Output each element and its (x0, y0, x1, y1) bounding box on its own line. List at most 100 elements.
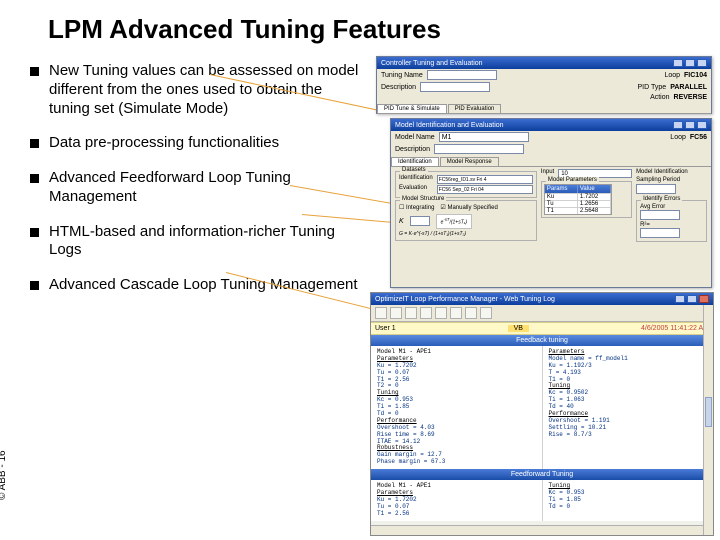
titlebar[interactable]: OptimizeIT Loop Performance Manager - We… (371, 293, 713, 305)
window-controller-tuning: Controller Tuning and Evaluation Tuning … (376, 56, 712, 114)
bullet-text: New Tuning values can be assessed on mod… (49, 62, 360, 118)
log-body-left: Model M1 - APE1 Parameters Ku = 1.7202 T… (371, 480, 543, 520)
tab-tune-simulate[interactable]: PID Tune & Simulate (377, 104, 447, 113)
log-line: T2 = 0 (377, 383, 536, 390)
bullet-item: HTML-based and information-richer Tuning… (30, 223, 360, 261)
maximize-icon[interactable] (685, 121, 695, 129)
bullet-item: Advanced Cascade Loop Tuning Management (30, 276, 360, 295)
table-row: T12.5648 (545, 207, 611, 214)
toolbar-button[interactable] (420, 307, 432, 319)
toolbar-button[interactable] (405, 307, 417, 319)
bullet-marker (30, 139, 39, 148)
minimize-icon[interactable] (673, 59, 683, 67)
log-line: Phase margin = 67.3 (377, 459, 536, 466)
label: Identification (399, 175, 433, 184)
form-row: Model Name M1 Loop FC56 (391, 131, 711, 143)
section-body: Datasets Identification FC56reg_ID1.sv F… (391, 167, 711, 246)
titlebar[interactable]: Controller Tuning and Evaluation (377, 57, 711, 69)
label: Loop (670, 134, 686, 141)
toolbar-button[interactable] (390, 307, 402, 319)
description-input[interactable] (420, 82, 490, 92)
window-title: OptimizeIT Loop Performance Manager - We… (375, 296, 555, 303)
equation-display: e-sT/(1+sT₁) (436, 214, 472, 229)
log-body-right: Parameters Model name = ff_model1 Ku = 1… (543, 346, 714, 469)
group-label: Datasets (400, 167, 428, 173)
identification-dataset-input[interactable]: FC56reg_ID1.sv Fri 4 (437, 175, 533, 184)
minimize-icon[interactable] (675, 295, 685, 303)
description-input[interactable] (434, 144, 524, 154)
sampling-input[interactable] (636, 184, 676, 194)
value: PARALLEL (670, 84, 707, 91)
log-line: Td = 0 (549, 504, 708, 511)
tab-bar: Identification Model Response (391, 157, 711, 167)
window-controls[interactable] (673, 121, 707, 129)
close-icon[interactable] (697, 121, 707, 129)
log-body-left: Model M1 - APE1 Parameters Ku = 1.7202 T… (371, 346, 543, 469)
value: FIC104 (684, 72, 707, 79)
bullet-list: New Tuning values can be assessed on mod… (30, 62, 360, 311)
window-title: Model Identification and Evaluation (395, 122, 504, 129)
form-row: Description (391, 143, 711, 155)
tuning-name-input[interactable] (427, 70, 497, 80)
bullet-marker (30, 281, 39, 290)
maximize-icon[interactable] (685, 59, 695, 67)
tab-model-response[interactable]: Model Response (440, 157, 499, 166)
copyright-text: © ABB - 16 (0, 450, 8, 500)
window-controls[interactable] (673, 59, 707, 67)
form-row: Action REVERSE (377, 93, 711, 102)
log-body-right: Tuning Kc = 0.953 Ti = 1.85 Td = 0 (543, 480, 714, 520)
close-icon[interactable] (699, 295, 709, 303)
scrollbar-vertical[interactable] (703, 305, 713, 535)
label: Evaluation (399, 185, 433, 194)
toolbar-button[interactable] (465, 307, 477, 319)
col-header: Params (545, 185, 578, 193)
bullet-text: Advanced Cascade Loop Tuning Management (49, 276, 358, 295)
bullet-text: Data pre-processing functionalities (49, 134, 279, 153)
scroll-thumb[interactable] (705, 397, 712, 427)
timestamp: 4/6/2005 11:41:22 AM (641, 325, 709, 332)
avg-error-input[interactable] (640, 210, 680, 220)
bullet-marker (30, 67, 39, 76)
model-name-input[interactable]: M1 (439, 132, 529, 142)
evaluation-dataset-input[interactable]: FC56 Sep_02 Fri 04 (437, 185, 533, 194)
toolbar-button[interactable] (480, 307, 492, 319)
label: Description (395, 146, 430, 153)
scrollbar-horizontal[interactable] (371, 525, 703, 535)
label: Model Name (395, 134, 435, 141)
page-title: LPM Advanced Tuning Features (48, 14, 441, 45)
toolbar-button[interactable] (375, 307, 387, 319)
checkbox-integrating[interactable]: ☐ Integrating (399, 204, 434, 211)
group-label: Model Structure (400, 196, 446, 202)
k-input[interactable] (410, 216, 430, 226)
equation-text: G = K·e^(-sT) / (1+sT₁)(1+sT₂) (399, 231, 533, 237)
section-header-feedforward: Feedforward Tuning (371, 469, 713, 480)
bullet-item: New Tuning values can be assessed on mod… (30, 62, 360, 118)
window-title: Controller Tuning and Evaluation (381, 60, 483, 67)
label: Loop (664, 72, 680, 79)
group-label: Model Parameters (546, 177, 599, 183)
group-datasets: Datasets Identification FC56reg_ID1.sv F… (395, 171, 537, 198)
label: PID Type (638, 84, 667, 91)
form-row: Description PID Type PARALLEL (377, 81, 711, 93)
group-label: Identify Errors (641, 196, 682, 202)
group-errors: Identify Errors Avg Error R²= (636, 200, 707, 242)
label: K (399, 218, 404, 225)
table-row: Ku1.7202 (545, 193, 611, 200)
toolbar-button[interactable] (435, 307, 447, 319)
checkbox-manual[interactable]: ☑ Manually Specified (440, 204, 497, 211)
tab-pid-evaluation[interactable]: PID Evaluation (448, 104, 502, 113)
toolbar-button[interactable] (450, 307, 462, 319)
maximize-icon[interactable] (687, 295, 697, 303)
minimize-icon[interactable] (673, 121, 683, 129)
value: FC56 (690, 134, 707, 141)
r2-input[interactable] (640, 228, 680, 238)
tab-identification[interactable]: Identification (391, 157, 439, 166)
label: Model Identification (636, 169, 707, 175)
close-icon[interactable] (697, 59, 707, 67)
titlebar[interactable]: Model Identification and Evaluation (391, 119, 711, 131)
window-controls[interactable] (675, 295, 709, 303)
log-line: T1 = 2.56 (377, 377, 536, 384)
table-row: Tu1.2656 (545, 200, 611, 207)
group-model-structure: Model Structure ☐ Integrating ☑ Manually… (395, 200, 537, 241)
window-tuning-log: OptimizeIT Loop Performance Manager - We… (370, 292, 714, 536)
